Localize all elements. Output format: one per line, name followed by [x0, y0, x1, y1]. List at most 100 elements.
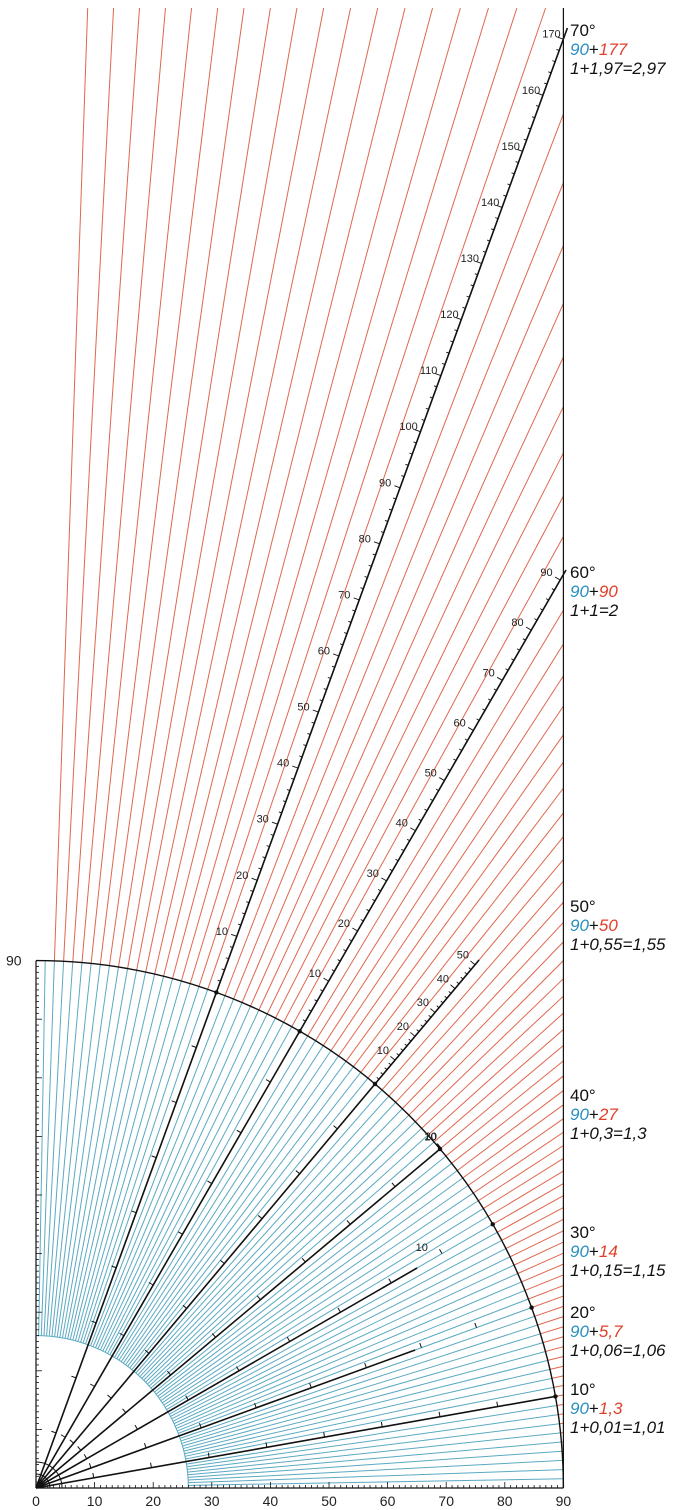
outer-ray-tick [444, 995, 448, 999]
outer-ray-tick [534, 618, 538, 621]
blue-ray-line [97, 1005, 251, 1350]
ray-sum-label: 90+14 [570, 1242, 618, 1261]
ray-angle-label: 40° [570, 1086, 596, 1105]
inner-ray-tick [254, 1402, 257, 1409]
outer-ray-tick [405, 463, 409, 466]
outer-ray-tick [251, 877, 258, 881]
blue-ray-line [90, 995, 226, 1346]
blue-ray-line [147, 1127, 423, 1385]
y-axis-label: 90 [6, 953, 22, 969]
ray-scale-label: 50 [425, 768, 437, 780]
outer-ray-tick [377, 888, 381, 892]
outer-ray-tick [441, 362, 446, 365]
ray-scale-label: 150 [501, 141, 519, 153]
inner-ray-tick [337, 1307, 341, 1313]
inner-ray-tick [391, 1182, 396, 1187]
red-ray-line [487, 1170, 564, 1217]
red-ray-line [415, 978, 564, 1122]
inner-ray-tick [496, 1401, 499, 1407]
red-ray-line [81, 7, 166, 963]
blue-ray-line [160, 1185, 469, 1402]
blue-ray-line [51, 963, 92, 1337]
outer-ray-tick [430, 1008, 436, 1013]
red-ray-line [556, 1403, 564, 1406]
outer-ray-tick [464, 738, 468, 741]
inner-ray-tick [207, 1180, 213, 1184]
ray-sum-excess: 14 [599, 1242, 618, 1261]
inner-ray-tick [92, 1472, 95, 1478]
red-ray-line [154, 7, 379, 975]
outer-ray-tick [410, 827, 416, 832]
red-ray-line [521, 1263, 564, 1283]
outer-ray-tick [450, 340, 454, 343]
red-ray-line [482, 1158, 564, 1209]
outer-ray-tick [333, 653, 339, 657]
blue-ray-line [72, 976, 165, 1341]
main-ray-10 [35, 1395, 558, 1489]
blue-ray-line [67, 972, 147, 1340]
red-ray-line [63, 7, 115, 962]
outer-ray-tick [323, 688, 327, 691]
red-ray-line [534, 1305, 564, 1317]
y-axis-labels: 90 [6, 953, 22, 969]
x-axis-label: 60 [380, 1493, 396, 1509]
outer-ray-tick [262, 856, 266, 859]
x-axis-label: 90 [556, 1493, 572, 1509]
inner-ray-tick [119, 1332, 125, 1337]
outer-ray-tick [435, 788, 439, 791]
ray-sum-excess: 177 [599, 40, 628, 59]
inner-ray-tick [474, 1322, 477, 1328]
blue-ray-fan [38, 960, 564, 1486]
red-ray-line [330, 705, 564, 1052]
blue-ray-line [154, 1155, 447, 1393]
ray-sum-label: 90+27 [570, 1105, 618, 1124]
ray-sum-excess: 5,7 [599, 1322, 623, 1341]
outer-ray-tick [424, 1019, 428, 1023]
ray-scale-label: 80 [359, 533, 371, 545]
arc-intersection-dot [297, 1029, 302, 1034]
ray-scale-label: 50 [457, 949, 469, 961]
red-ray-line [53, 7, 89, 961]
red-ray-line [445, 1060, 564, 1157]
outer-ray-tick [376, 1076, 380, 1080]
red-ray-line [402, 941, 564, 1109]
outer-ray-tick [388, 1062, 392, 1066]
blue-ray-line [125, 1061, 347, 1366]
red-ray-line [433, 1029, 564, 1143]
outer-ray-tick [440, 1000, 444, 1004]
outer-ray-tick [308, 1009, 312, 1012]
red-ray-line [291, 536, 564, 1027]
inner-ray-tick [295, 1170, 300, 1175]
ray-sum-plus: + [589, 40, 599, 59]
main-angle-rays [35, 27, 569, 1489]
inner-ray-tick [144, 1349, 150, 1354]
outer-ray-tick [482, 708, 486, 711]
blue-ray-line [183, 1359, 548, 1452]
inner-ray-tick [91, 1320, 97, 1324]
ray-annotations: 10°90+1,31+0,01=1,0120°90+5,71+0,06=1,06… [570, 21, 666, 1437]
ray-sum-plus: + [589, 582, 599, 601]
blue-ray-line [61, 968, 129, 1339]
outer-ray-tick [331, 665, 335, 668]
ray-sum-label: 90+1,3 [570, 1399, 623, 1418]
red-ray-line [307, 610, 564, 1037]
outer-ray-tick [433, 385, 437, 388]
red-ray-line [451, 1075, 564, 1164]
blue-ray-line [109, 1026, 293, 1355]
outer-ray-tick [531, 116, 535, 119]
blue-ray-line [177, 1289, 526, 1432]
outer-ray-tick [454, 329, 458, 332]
outer-ray-tick [360, 587, 364, 590]
outer-ray-tick [548, 71, 552, 74]
ray-sum-label: 90+90 [570, 582, 618, 601]
outer-ray-tick [511, 658, 515, 661]
outer-ray-tick [439, 777, 445, 781]
outer-ray-tick [467, 727, 474, 731]
outer-ray-tick [450, 984, 456, 989]
blue-ray-line [127, 1066, 354, 1367]
inner-ray-tick [151, 1155, 157, 1159]
red-ray-line [509, 1230, 564, 1258]
outer-ray-tick [225, 957, 229, 960]
ray-sum-excess: 90 [599, 582, 618, 601]
outer-ray-tick [430, 798, 434, 802]
